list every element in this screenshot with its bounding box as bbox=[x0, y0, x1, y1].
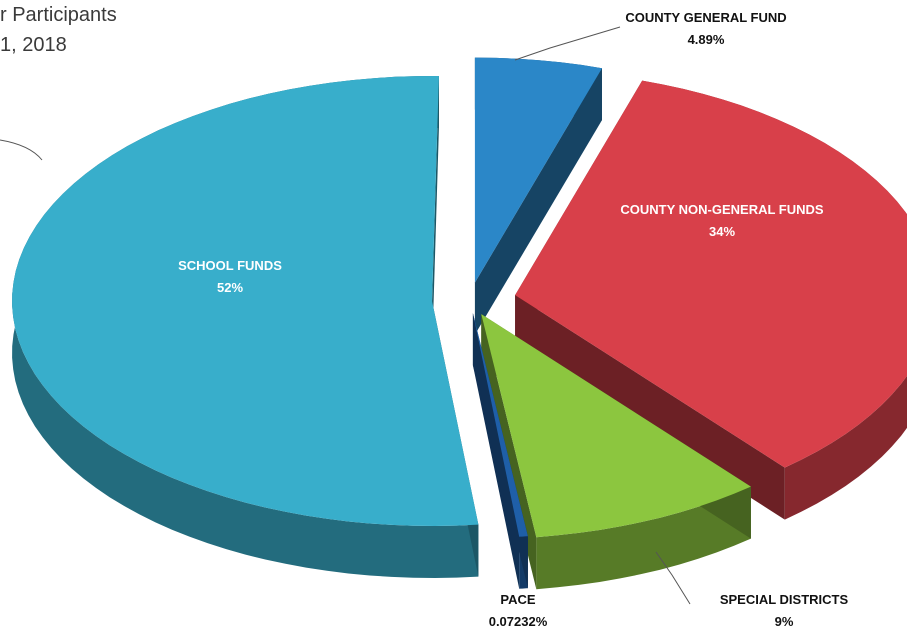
slice-percent-label: 34% bbox=[709, 224, 735, 239]
chart-title-line-2: 1, 2018 bbox=[0, 34, 67, 56]
slice-percent-label: 9% bbox=[775, 614, 794, 629]
slice-name-label: PACE bbox=[500, 592, 535, 607]
slice-name-label: COUNTY GENERAL FUND bbox=[625, 10, 786, 25]
leader-line-county-general-fund bbox=[514, 26, 621, 61]
slice-wall-pace-1 bbox=[472, 313, 520, 589]
slice-name-label: SPECIAL DISTRICTS bbox=[720, 592, 849, 607]
slice-name-label: SCHOOL FUNDS bbox=[178, 258, 282, 273]
slice-labels-layer: COUNTY GENERAL FUND 4.89% COUNTY NON-GENER… bbox=[178, 10, 848, 629]
slice-school-funds bbox=[12, 76, 479, 526]
slice-percent-label: 0.07232% bbox=[489, 614, 548, 629]
leader-lines-layer bbox=[0, 26, 691, 605]
slice-special-districts bbox=[481, 314, 751, 538]
slice-county-general-fund bbox=[474, 57, 602, 283]
slice-side-special-districts bbox=[536, 486, 751, 590]
chart-title-line-1: r Participants bbox=[0, 4, 117, 26]
slice-tops-layer bbox=[12, 57, 907, 538]
slice-percent-label: 4.89% bbox=[688, 32, 725, 47]
slice-county-non-general-funds bbox=[515, 80, 907, 468]
slice-percent-label: 52% bbox=[217, 280, 243, 295]
slice-wall-school-funds-1 bbox=[432, 76, 439, 353]
leader-line-special-districts bbox=[655, 551, 691, 605]
leader-line-school-funds bbox=[0, 139, 43, 161]
slice-pace bbox=[472, 313, 528, 537]
slice-wall-county-general-fund-1 bbox=[474, 68, 602, 335]
slice-name-label: COUNTY NON-GENERAL FUNDS bbox=[620, 202, 824, 217]
slice-wall-county-non-general-funds-1 bbox=[515, 295, 785, 520]
